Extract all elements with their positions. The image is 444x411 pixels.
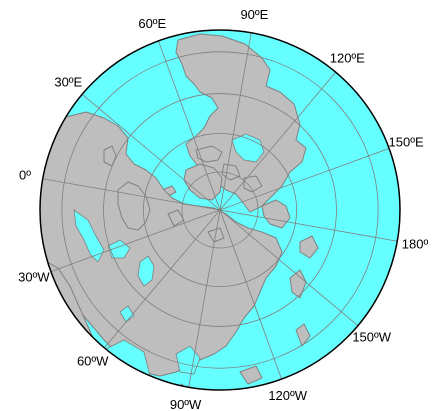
graticule bbox=[42, 32, 398, 388]
meridian--120 bbox=[219, 209, 282, 380]
lon-label-120e: 120ºE bbox=[330, 50, 365, 65]
caspian-sea bbox=[137, 255, 155, 287]
japan bbox=[289, 269, 307, 299]
parallel-50 bbox=[61, 51, 379, 369]
lon-label-90e: 90ºE bbox=[240, 7, 268, 22]
meridian-30 bbox=[81, 93, 221, 211]
meridian-90 bbox=[219, 32, 252, 211]
lon-label-120w: 120ºW bbox=[268, 388, 307, 403]
lon-label-150e: 150ºE bbox=[389, 134, 424, 149]
bay-of-bengal bbox=[175, 345, 201, 375]
lon-label-180e: 180º bbox=[402, 236, 429, 251]
lon-label-90w: 90ºW bbox=[170, 397, 202, 411]
novaya-zemlya bbox=[167, 209, 185, 227]
lon-label-60w: 60ºW bbox=[77, 354, 109, 369]
meridian--180 bbox=[219, 209, 398, 242]
arctic-archipelago bbox=[195, 145, 223, 163]
meridian-120 bbox=[219, 71, 337, 211]
parallel-70 bbox=[142, 132, 298, 288]
severnaya-zemlya bbox=[207, 227, 225, 243]
meridian-150 bbox=[219, 148, 390, 211]
meridian-60 bbox=[158, 40, 221, 211]
map-frame bbox=[39, 29, 401, 391]
scandinavia bbox=[117, 181, 151, 231]
longitude-labels: 60ºW 90ºW 30ºW 120ºW 0º 150ºW 30ºE 180º 60ºE 150º… bbox=[18, 7, 428, 411]
persian-gulf bbox=[119, 305, 135, 323]
mediterranean-sea bbox=[73, 209, 105, 263]
meridian--30 bbox=[50, 209, 221, 272]
meridian--60 bbox=[103, 209, 221, 349]
indonesia-island bbox=[239, 365, 263, 385]
meridian-0 bbox=[42, 178, 221, 211]
meridian--150 bbox=[219, 209, 359, 327]
parallel-80 bbox=[181, 171, 259, 249]
kamchatka bbox=[299, 235, 319, 259]
philippines bbox=[295, 323, 311, 347]
meridian--90 bbox=[188, 209, 221, 388]
lon-label-150w: 150ºW bbox=[352, 329, 391, 344]
hudson-bay bbox=[231, 133, 265, 163]
parallel-60 bbox=[103, 93, 337, 327]
lon-label-30e: 30ºE bbox=[54, 75, 82, 90]
arctic-island bbox=[243, 175, 263, 193]
lon-label-60e: 60ºE bbox=[138, 16, 166, 31]
lon-label-0e: 0º bbox=[19, 168, 31, 183]
lon-label-30w: 30ºW bbox=[18, 270, 50, 285]
